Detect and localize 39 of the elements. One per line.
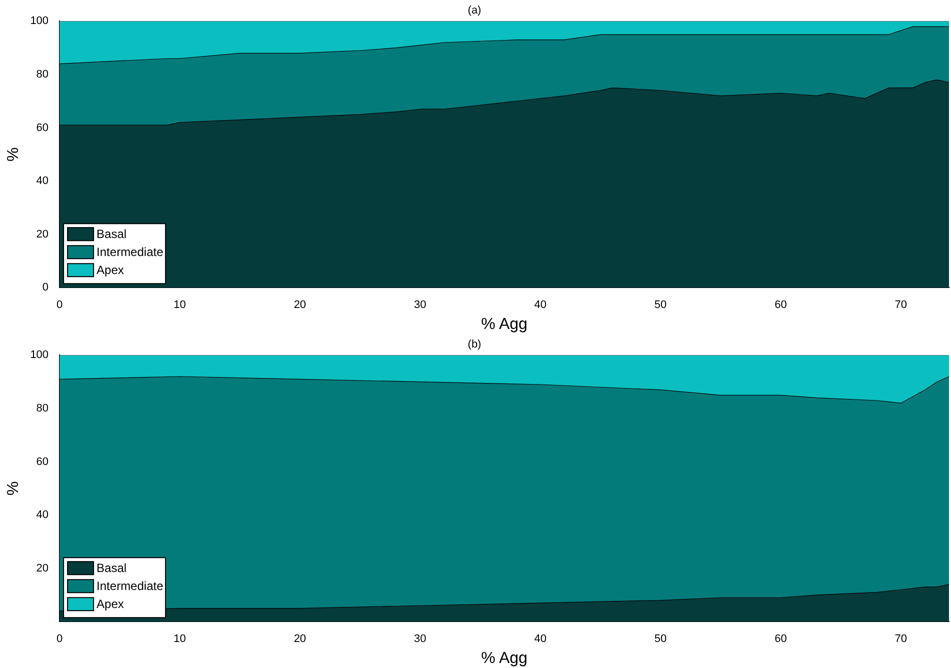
x-tick-label: 10 — [174, 299, 186, 312]
y-tick-label: 20 — [36, 562, 49, 574]
y-tick-label: 100 — [30, 15, 49, 28]
x-tick-label: 50 — [654, 299, 667, 312]
x-tick-label: 20 — [294, 633, 306, 646]
legend-label: Apex — [96, 596, 124, 611]
y-tick-label: 40 — [36, 175, 49, 188]
legend-label: Basal — [96, 226, 127, 241]
x-tick-label: 40 — [534, 633, 546, 646]
y-tick-label: 0 — [42, 282, 49, 294]
y-tick-label: 40 — [36, 509, 49, 522]
x-tick-label: 50 — [654, 633, 667, 646]
chart-title: (b) — [468, 338, 482, 351]
legend-label: Basal — [96, 560, 127, 575]
x-tick-label: 0 — [56, 299, 63, 312]
x-tick-label: 70 — [894, 633, 908, 646]
x-tick-label: 30 — [414, 633, 426, 646]
x-tick-label: 10 — [174, 633, 186, 646]
legend-label: Intermediate — [96, 578, 164, 593]
x-axis-title: % Agg — [481, 650, 528, 667]
y-axis-title: % — [5, 481, 22, 496]
legend-label: Intermediate — [96, 244, 164, 259]
y-tick-label: 60 — [36, 456, 49, 468]
y-tick-label: 20 — [36, 228, 49, 240]
x-tick-label: 20 — [294, 299, 306, 312]
y-tick-label: 80 — [36, 68, 49, 81]
x-tick-label: 30 — [414, 299, 426, 312]
y-tick-label: 100 — [30, 349, 49, 362]
x-tick-label: 70 — [894, 299, 908, 312]
x-tick-label: 40 — [534, 299, 546, 312]
y-tick-label: 60 — [36, 122, 49, 134]
x-axis-title: % Agg — [481, 316, 528, 333]
x-tick-label: 0 — [56, 633, 63, 646]
y-axis-title: % — [5, 147, 22, 162]
x-tick-label: 60 — [774, 633, 787, 646]
chart-title: (a) — [468, 4, 482, 17]
y-tick-label: 80 — [36, 402, 49, 415]
legend-label: Apex — [96, 262, 124, 277]
x-tick-label: 60 — [774, 299, 787, 312]
